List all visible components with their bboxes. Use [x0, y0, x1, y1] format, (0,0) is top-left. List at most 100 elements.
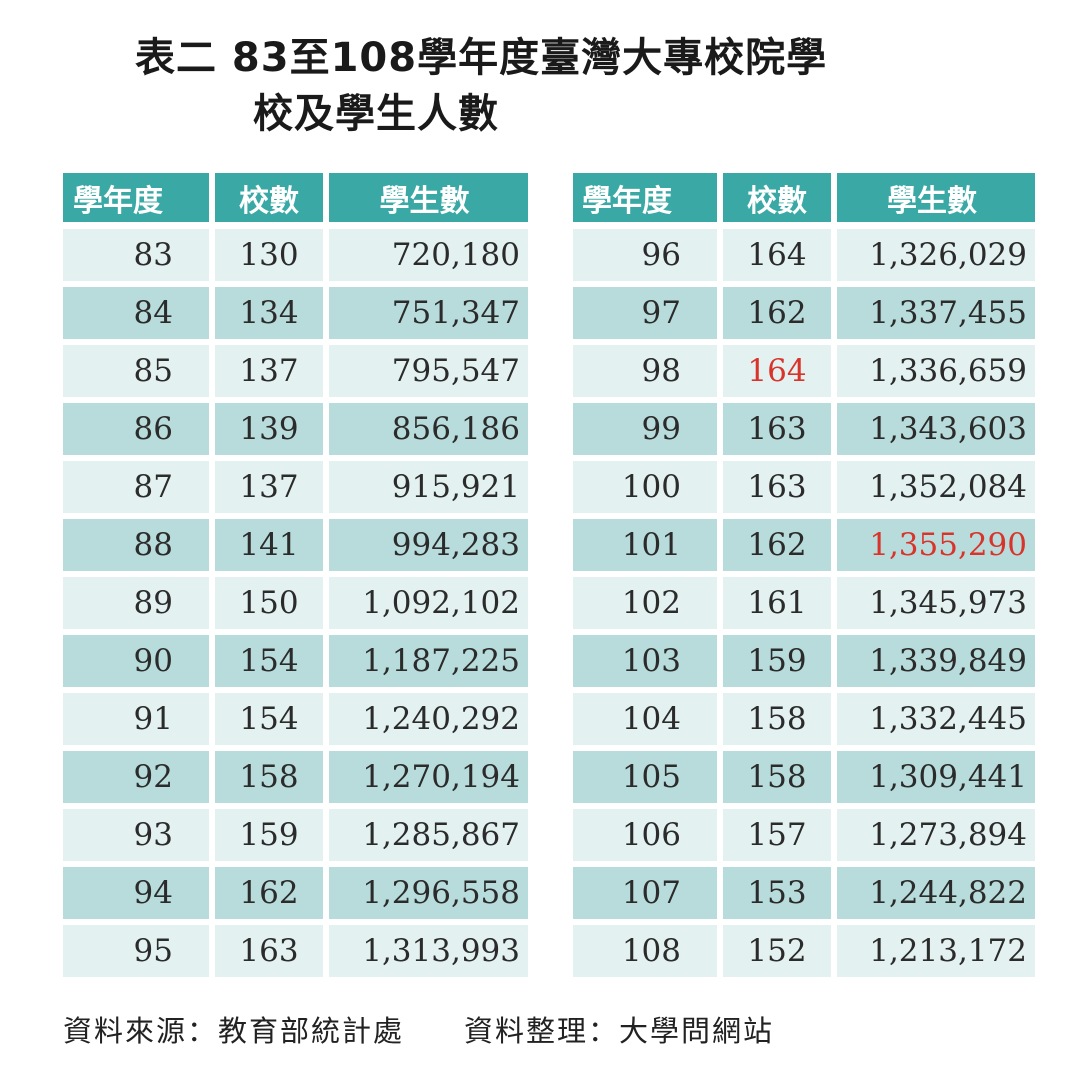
cell-year: 101: [573, 519, 717, 571]
table-row: 108 152 1,213,172: [573, 925, 1035, 977]
cell-year: 91: [63, 693, 209, 745]
cell-students: 1,352,084: [837, 461, 1035, 513]
cell-year: 93: [63, 809, 209, 861]
table-row: 99 163 1,343,603: [573, 403, 1035, 455]
cell-schools: 164: [723, 345, 831, 397]
cell-students: 1,332,445: [837, 693, 1035, 745]
cell-schools: 139: [215, 403, 323, 455]
cell-year: 100: [573, 461, 717, 513]
table-row: 105 158 1,309,441: [573, 751, 1035, 803]
header-students: 學生數: [837, 173, 1035, 222]
table-row: 100 163 1,352,084: [573, 461, 1035, 513]
cell-students: 1,296,558: [329, 867, 528, 919]
table-header-row: 學年度 校數 學生數: [63, 173, 528, 222]
cell-students: 1,336,659: [837, 345, 1035, 397]
cell-schools: 162: [215, 867, 323, 919]
table-row: 95 163 1,313,993: [63, 925, 528, 977]
title-line-2: 校及學生人數: [253, 91, 499, 137]
table-row: 92 158 1,270,194: [63, 751, 528, 803]
table-row: 107 153 1,244,822: [573, 867, 1035, 919]
table-row: 87 137 915,921: [63, 461, 528, 513]
cell-schools: 159: [215, 809, 323, 861]
cell-schools: 158: [723, 751, 831, 803]
cell-students: 1,313,993: [329, 925, 528, 977]
cell-students: 1,240,292: [329, 693, 528, 745]
cell-schools: 157: [723, 809, 831, 861]
cell-year: 87: [63, 461, 209, 513]
table-row: 106 157 1,273,894: [573, 809, 1035, 861]
table-row: 83 130 720,180: [63, 229, 528, 281]
cell-students: 1,343,603: [837, 403, 1035, 455]
cell-year: 94: [63, 867, 209, 919]
cell-students: 856,186: [329, 403, 528, 455]
header-schools: 校數: [723, 173, 831, 222]
cell-year: 103: [573, 635, 717, 687]
table-row: 85 137 795,547: [63, 345, 528, 397]
cell-schools: 153: [723, 867, 831, 919]
cell-year: 90: [63, 635, 209, 687]
right-table: 學年度 校數 學生數 96 164 1,326,029 97 162 1,337,455 9…: [573, 173, 1035, 983]
header-year: 學年度: [63, 173, 209, 222]
cell-schools: 137: [215, 345, 323, 397]
cell-year: 86: [63, 403, 209, 455]
cell-students: 1,326,029: [837, 229, 1035, 281]
cell-schools: 141: [215, 519, 323, 571]
cell-students: 1,345,973: [837, 577, 1035, 629]
cell-schools: 163: [215, 925, 323, 977]
data-source: 資料來源：教育部統計處: [63, 1014, 405, 1048]
cell-schools: 163: [723, 461, 831, 513]
cell-year: 108: [573, 925, 717, 977]
cell-schools: 154: [215, 635, 323, 687]
table-row: 104 158 1,332,445: [573, 693, 1035, 745]
cell-students: 1,244,822: [837, 867, 1035, 919]
cell-schools: 163: [723, 403, 831, 455]
cell-year: 85: [63, 345, 209, 397]
cell-year: 88: [63, 519, 209, 571]
cell-students: 1,092,102: [329, 577, 528, 629]
header-students: 學生數: [329, 173, 528, 222]
table-row: 88 141 994,283: [63, 519, 528, 571]
cell-students: 1,339,849: [837, 635, 1035, 687]
table-row: 98 164 1,336,659: [573, 345, 1035, 397]
cell-schools: 162: [723, 287, 831, 339]
cell-students: 1,273,894: [837, 809, 1035, 861]
cell-schools: 137: [215, 461, 323, 513]
table-row: 86 139 856,186: [63, 403, 528, 455]
cell-schools: 154: [215, 693, 323, 745]
cell-year: 95: [63, 925, 209, 977]
cell-schools: 152: [723, 925, 831, 977]
cell-schools: 158: [723, 693, 831, 745]
cell-year: 104: [573, 693, 717, 745]
data-compiled-by: 資料整理：大學問網站: [464, 1014, 775, 1048]
table-row: 103 159 1,339,849: [573, 635, 1035, 687]
source-note: 資料來源：教育部統計處 資料整理：大學問網站: [63, 1008, 774, 1050]
cell-students: 795,547: [329, 345, 528, 397]
cell-year: 102: [573, 577, 717, 629]
table-row: 90 154 1,187,225: [63, 635, 528, 687]
cell-schools: 150: [215, 577, 323, 629]
cell-schools: 130: [215, 229, 323, 281]
table-row: 102 161 1,345,973: [573, 577, 1035, 629]
cell-schools: 159: [723, 635, 831, 687]
cell-year: 84: [63, 287, 209, 339]
cell-students: 1,187,225: [329, 635, 528, 687]
table-row: 101 162 1,355,290: [573, 519, 1035, 571]
cell-students: 720,180: [329, 229, 528, 281]
title-line-1: 表二 83至108學年度臺灣大專校院學: [135, 35, 828, 81]
table-row: 84 134 751,347: [63, 287, 528, 339]
cell-schools: 161: [723, 577, 831, 629]
table-row: 93 159 1,285,867: [63, 809, 528, 861]
cell-students: 1,309,441: [837, 751, 1035, 803]
header-schools: 校數: [215, 173, 323, 222]
table-header-row: 學年度 校數 學生數: [573, 173, 1035, 222]
cell-students: 1,285,867: [329, 809, 528, 861]
table-title: 表二 83至108學年度臺灣大專校院學 校及學生人數: [135, 30, 827, 142]
cell-schools: 164: [723, 229, 831, 281]
cell-students: 1,337,455: [837, 287, 1035, 339]
cell-year: 99: [573, 403, 717, 455]
cell-year: 96: [573, 229, 717, 281]
cell-students: 915,921: [329, 461, 528, 513]
cell-schools: 162: [723, 519, 831, 571]
cell-students: 1,213,172: [837, 925, 1035, 977]
cell-year: 97: [573, 287, 717, 339]
